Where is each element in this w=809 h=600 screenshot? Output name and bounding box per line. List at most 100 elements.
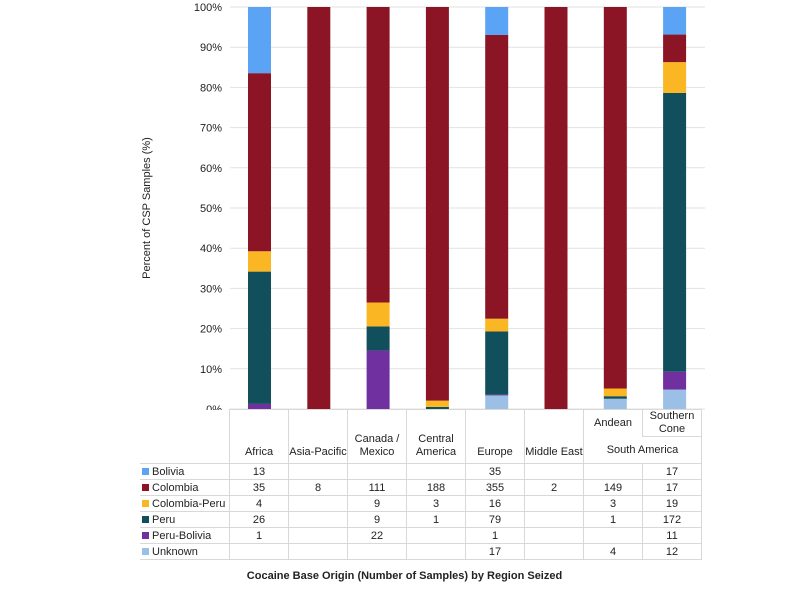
table-cell [288,463,348,480]
legend-entry: Colombia-Peru [140,495,230,512]
table-cell: 172 [642,511,702,528]
table-cell [406,527,466,544]
table-cell: 188 [406,479,466,496]
y-tick-label: 80% [200,82,222,94]
table-cell [524,463,584,480]
table-cell [229,543,289,560]
table-cell [288,543,348,560]
table-cell [406,463,466,480]
table-cell: 35 [229,479,289,496]
y-tick-label: 100% [194,2,222,14]
table-cell: 111 [347,479,407,496]
table-cell: 3 [406,495,466,512]
column-header-southern-cone: Southern Cone [642,409,702,437]
table-row: Unknown 17 4 12 [140,543,702,560]
bar-segment-colombia-peru [425,400,449,407]
y-tick-label: 0% [206,404,222,410]
table-row: Colombia 35 8 111 188 355 2 149 17 [140,479,702,496]
y-tick-label: 70% [200,123,222,135]
legend-entry: Unknown [140,543,230,560]
legend-swatch [142,547,149,555]
table-cell: 13 [229,463,289,480]
table-cell [583,527,643,544]
table-cell [288,527,348,544]
column-header-andean: Andean [583,409,643,437]
bar-segment-unknown [603,398,627,409]
x-axis-title: Cocaine Base Origin (Number of Samples) … [246,570,563,582]
legend-entry: Colombia [140,479,230,496]
table-cell [347,543,407,560]
bar-segment-peru-bolivia [663,371,687,390]
bar-segment-peru [603,396,627,399]
table-cell: 16 [465,495,525,512]
table-cell: 19 [642,495,702,512]
bar-segment-peru [248,271,271,404]
table-cell: 9 [347,511,407,528]
bar-segment-colombia [307,7,331,409]
bar-segment-colombia [663,34,687,63]
table-cell: 17 [642,463,702,480]
legend-label: Colombia-Peru [152,497,226,510]
table-row: Peru-Bolivia 1 22 1 11 [140,527,702,544]
bar-segment-colombia-peru [248,251,271,272]
y-axis-label: Percent of CSP Samples (%) [141,137,153,279]
table-row: Peru 26 9 1 79 1 172 [140,511,702,528]
bar-segment-colombia [603,7,627,389]
column-header: Canada / Mexico [347,409,407,464]
bar-segment-colombia-peru [485,318,509,332]
y-tick-label: 50% [200,203,222,215]
legend-label: Bolivia [152,465,185,478]
table-cell [288,495,348,512]
table-cell: 11 [642,527,702,544]
y-tick-label: 30% [200,283,222,295]
legend-swatch [142,467,149,475]
table-cell: 2 [524,479,584,496]
table-cell [347,463,407,480]
table-cell: 79 [465,511,525,528]
bar-segment-peru [425,406,449,409]
column-header: Central America [406,409,466,464]
legend-label: Peru [152,513,176,526]
table-cell: 3 [583,495,643,512]
bar-segment-peru-bolivia [248,403,271,409]
table-cell: 1 [229,527,289,544]
table-cell [524,495,584,512]
legend-swatch [142,499,149,507]
data-table: Africa Asia-Pacific Canada / Mexico Central… [140,409,702,560]
bar-segment-colombia [544,7,568,409]
stacked-bar-chart: Percent of CSP Samples (%) 0% 10% 20% 30% 40… [141,2,705,410]
table-cell: 355 [465,479,525,496]
table-cell [524,527,584,544]
bar-segment-peru-bolivia [366,350,390,409]
table-cell [524,543,584,560]
bar-segment-unknown [485,395,509,409]
bar-segment-colombia-peru [366,302,390,327]
table-cell: 35 [465,463,525,480]
bar-segment-bolivia [248,7,271,74]
table-cell: 149 [583,479,643,496]
table-cell: 8 [288,479,348,496]
table-cell [406,543,466,560]
table-corner [140,409,230,464]
table-cell [583,463,643,480]
table-cell [524,511,584,528]
table-cell: 17 [465,543,525,560]
table-row: Bolivia 13 35 17 [140,463,702,480]
bar-segment-colombia [425,7,449,401]
y-tick-label: 10% [200,364,222,376]
bar-segment-peru [663,92,687,372]
table-row: Colombia-Peru 4 9 3 16 3 19 [140,495,702,512]
bar-segment-colombia [366,7,390,303]
table-cell: 1 [406,511,466,528]
legend-label: Colombia [152,481,199,494]
table-cell: 4 [229,495,289,512]
table-cell [288,511,348,528]
table-cell: 1 [583,511,643,528]
column-header: Middle East [524,409,584,464]
bar-segment-bolivia [663,7,687,35]
table-cell: 22 [347,527,407,544]
legend-swatch [142,483,149,491]
legend-swatch [142,515,149,523]
bar-segment-peru-bolivia [485,394,509,396]
group-header-south-america: South America [583,436,702,464]
